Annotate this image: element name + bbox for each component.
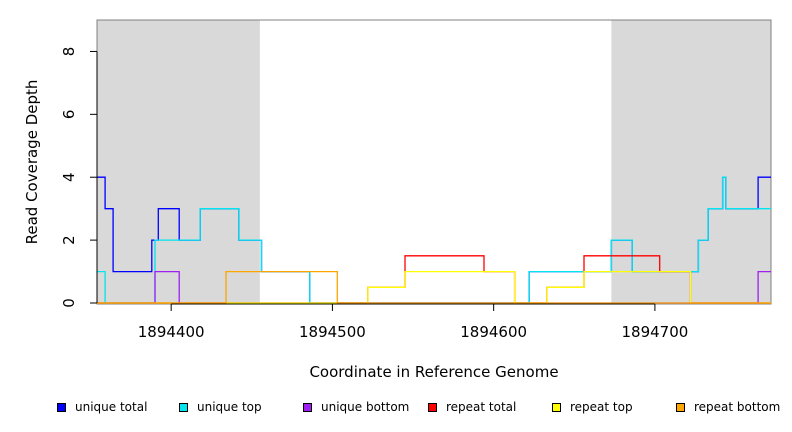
- y-tick-label: 6: [60, 110, 78, 120]
- x-tick-label: 1894700: [621, 323, 688, 341]
- legend-label: unique total: [75, 400, 148, 414]
- y-tick-label: 0: [60, 298, 78, 308]
- shaded-region-2: [611, 20, 771, 304]
- shaded-region-1: [97, 20, 260, 304]
- legend-swatch-unique-top: [179, 402, 188, 412]
- series-line-repeat-bottom: [97, 270, 771, 304]
- axis-layer: 1894400 1894500 1894600 1894700 0 2 4 6 8: [60, 47, 688, 341]
- shaded-region-layer: [97, 20, 771, 304]
- legend-label: repeat bottom: [694, 400, 781, 414]
- legend-label: repeat top: [570, 400, 633, 414]
- series-line-unique-bottom: [97, 270, 771, 304]
- legend-swatch-unique-bottom: [303, 402, 312, 412]
- legend-item-unique-top: unique top: [179, 400, 262, 414]
- x-axis-label: Coordinate in Reference Genome: [309, 363, 558, 381]
- series-layer: [97, 176, 771, 304]
- legend-item-repeat-total: repeat total: [428, 400, 516, 414]
- legend-item-repeat-bottom: repeat bottom: [676, 400, 780, 414]
- x-tick-label: 1894500: [299, 323, 366, 341]
- x-tick-label: 1894600: [460, 323, 527, 341]
- legend-item-unique-bottom: unique bottom: [303, 400, 409, 414]
- legend-item-repeat-top: repeat top: [552, 400, 633, 414]
- legend-label: unique top: [197, 400, 262, 414]
- legend-item-unique-total: unique total: [57, 400, 147, 414]
- y-axis-label: Read Coverage Depth: [23, 80, 41, 245]
- legend-swatch-repeat-top: [552, 402, 561, 412]
- legend-swatch-repeat-bottom: [676, 402, 685, 412]
- legend-label: unique bottom: [321, 400, 410, 414]
- legend-swatch-unique-total: [57, 402, 66, 412]
- x-tick-label: 1894400: [138, 323, 205, 341]
- y-tick-label: 2: [60, 235, 78, 245]
- legend: unique total unique top unique bottom re…: [0, 400, 792, 420]
- legend-swatch-repeat-total: [428, 402, 437, 412]
- legend-label: repeat total: [446, 400, 517, 414]
- y-tick-label: 8: [60, 47, 78, 57]
- y-tick-label: 4: [60, 172, 78, 182]
